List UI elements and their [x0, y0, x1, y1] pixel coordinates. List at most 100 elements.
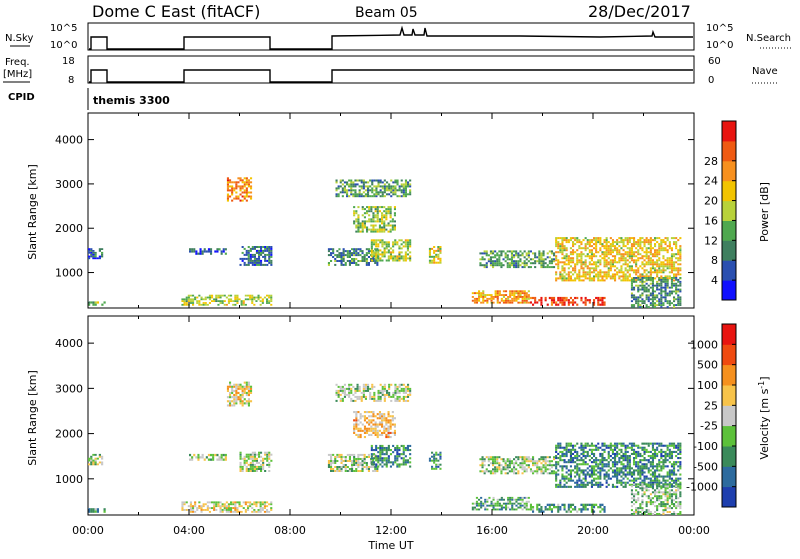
- scatter-cell: [371, 447, 373, 449]
- scatter-cell: [252, 466, 254, 468]
- scatter-cell: [568, 511, 570, 513]
- scatter-cell: [186, 302, 188, 304]
- scatter-cell: [511, 256, 513, 258]
- scatter-cell: [360, 436, 362, 438]
- scatter-cell: [656, 476, 658, 478]
- scatter-cell: [381, 231, 383, 233]
- scatter-cell: [574, 467, 576, 469]
- scatter-cell: [405, 455, 407, 457]
- scatter-cell: [593, 467, 595, 469]
- scatter-cell: [540, 262, 542, 264]
- scatter-cell: [497, 300, 499, 302]
- scatter-cell: [652, 281, 654, 283]
- scatter-cell: [429, 460, 431, 462]
- scatter-cell: [545, 299, 547, 301]
- scatter-cell: [264, 507, 266, 509]
- scatter-cell: [616, 447, 618, 449]
- scatter-cell: [610, 259, 612, 261]
- scatter-cell: [519, 260, 521, 262]
- scatter-cell: [505, 464, 507, 466]
- scatter-cell: [587, 445, 589, 447]
- scatter-cell: [254, 254, 256, 256]
- scatter-cell: [394, 426, 396, 428]
- scatter-cell: [390, 253, 392, 255]
- scatter-cell: [513, 499, 515, 501]
- scatter-cell: [646, 298, 648, 300]
- scatter-cell: [585, 478, 587, 480]
- scatter-cell: [572, 253, 574, 255]
- scatter-cell: [629, 279, 631, 281]
- scatter-cell: [591, 239, 593, 241]
- scatter-cell: [513, 264, 515, 266]
- scatter-cell: [375, 231, 377, 233]
- scatter-cell: [390, 187, 392, 189]
- scatter-cell: [409, 466, 411, 468]
- scatter-cell: [336, 193, 338, 195]
- scatter-cell: [671, 277, 673, 279]
- scatter-cell: [371, 445, 373, 447]
- scatter-cell: [646, 247, 648, 249]
- scatter-cell: [198, 507, 200, 509]
- scatter-cell: [561, 486, 563, 488]
- scatter-cell: [379, 445, 381, 447]
- scatter-cell: [644, 302, 646, 304]
- scatter-cell: [667, 275, 669, 277]
- scatter-cell: [220, 509, 222, 511]
- scatter-cell: [377, 447, 379, 449]
- scatter-cell: [248, 246, 250, 248]
- scatter-cell: [240, 398, 242, 400]
- scatter-cell: [403, 189, 405, 191]
- scatter-cell: [260, 254, 262, 256]
- scatter-cell: [482, 256, 484, 258]
- scatter-cell: [196, 302, 198, 304]
- scatter-cell: [561, 277, 563, 279]
- scatter-cell: [599, 275, 601, 277]
- scatter-cell: [559, 273, 561, 275]
- scatter-cell: [375, 206, 377, 208]
- scatter-cell: [595, 255, 597, 257]
- scatter-cell: [258, 264, 260, 266]
- scatter-cell: [515, 296, 517, 298]
- scatter-cell: [675, 298, 677, 300]
- scatter-cell: [486, 468, 488, 470]
- scatter-cell: [631, 265, 633, 267]
- scatter-cell: [549, 506, 551, 508]
- scatter-cell: [248, 260, 250, 262]
- scatter-cell: [526, 456, 528, 458]
- scatter-cell: [357, 214, 359, 216]
- scatter-cell: [200, 250, 202, 252]
- scatter-cell: [623, 457, 625, 459]
- scatter-cell: [599, 506, 601, 508]
- scatter-cell: [332, 470, 334, 472]
- scatter-cell: [675, 237, 677, 239]
- scatter-cell: [260, 262, 262, 264]
- scatter-cell: [589, 267, 591, 269]
- scatter-cell: [568, 255, 570, 257]
- scatter-cell: [601, 465, 603, 467]
- scatter-cell: [244, 254, 246, 256]
- scatter-cell: [520, 497, 522, 499]
- scatter-cell: [397, 183, 399, 185]
- scatter-cell: [639, 239, 641, 241]
- scatter-cell: [564, 267, 566, 269]
- scatter-cell: [390, 432, 392, 434]
- scatter-cell: [515, 252, 517, 254]
- scatter-cell: [392, 424, 394, 426]
- scatter-cell: [604, 241, 606, 243]
- scatter-cell: [671, 285, 673, 287]
- scatter-cell: [679, 277, 681, 279]
- scatter-cell: [360, 428, 362, 430]
- scatter-cell: [644, 285, 646, 287]
- scatter-cell: [538, 511, 540, 513]
- scatter-cell: [675, 289, 677, 291]
- scatter-cell: [197, 454, 199, 456]
- scatter-cell: [599, 471, 601, 473]
- scatter-cell: [433, 260, 435, 262]
- scatter-cell: [604, 478, 606, 480]
- scatter-cell: [574, 486, 576, 488]
- scatter-cell: [623, 263, 625, 265]
- scatter-cell: [246, 456, 248, 458]
- scatter-cell: [572, 259, 574, 261]
- scatter-cell: [515, 462, 517, 464]
- scatter-cell: [658, 300, 660, 302]
